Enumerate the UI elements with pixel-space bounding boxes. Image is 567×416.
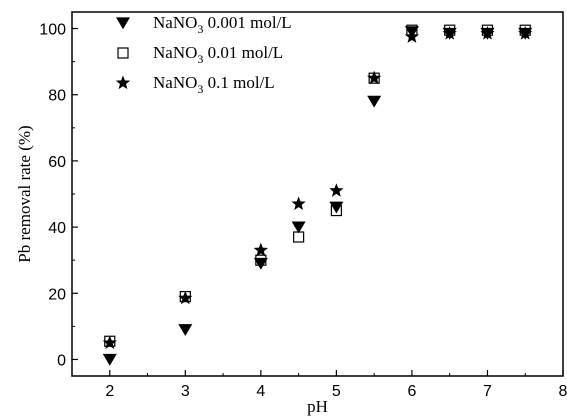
legend-label: NaNO3 0.1 mol/L <box>153 73 275 96</box>
plot-frame <box>71 11 564 377</box>
legend-item: NaNO3 0.1 mol/L <box>115 73 275 96</box>
x-tick-label: 3 <box>181 383 190 400</box>
data-point <box>102 335 117 349</box>
data-point <box>291 196 306 210</box>
plot-border <box>71 11 564 377</box>
x-tick-label: 8 <box>559 383 567 400</box>
y-axis-label: Pb removal rate (%) <box>15 125 34 262</box>
x-axis-label: pH <box>307 397 328 416</box>
data-point <box>291 221 306 234</box>
legend: NaNO3 0.001 mol/L NaNO3 0.01 mol/L NaNO3 0… <box>115 13 292 96</box>
data-point <box>253 257 268 270</box>
legend-item: NaNO3 0.001 mol/L <box>116 13 292 36</box>
y-tick-label: 100 <box>39 22 66 39</box>
data-point <box>102 353 117 366</box>
data-point <box>178 324 193 336</box>
y-tick-label: 40 <box>48 220 66 237</box>
legend-marker <box>115 75 131 90</box>
legend-item: NaNO3 0.01 mol/L <box>117 43 283 66</box>
legend-label: NaNO3 0.001 mol/L <box>153 13 292 36</box>
y-tick-label: 0 <box>57 352 66 369</box>
y-tick-label: 80 <box>48 88 66 105</box>
data-point <box>253 242 268 257</box>
data-point <box>367 70 382 85</box>
legend-marker <box>116 17 130 30</box>
x-tick-label: 2 <box>105 383 114 400</box>
data-point <box>293 231 305 243</box>
data-point <box>518 26 533 40</box>
legend-marker <box>117 47 129 59</box>
x-tick-label: 5 <box>332 383 341 400</box>
x-tick-label: 7 <box>483 383 492 400</box>
data-point <box>404 29 420 43</box>
y-tick-label: 20 <box>48 286 66 303</box>
legend-label: NaNO3 0.01 mol/L <box>153 43 283 66</box>
data-point <box>329 201 344 214</box>
data-point <box>178 290 193 305</box>
data-point <box>329 183 344 197</box>
data-marks <box>102 24 533 366</box>
y-tick-label: 60 <box>48 154 66 171</box>
x-tick-label: 4 <box>256 383 265 400</box>
data-point <box>442 26 457 40</box>
data-point <box>480 26 495 40</box>
data-point <box>367 95 382 108</box>
x-tick-label: 6 <box>407 383 416 400</box>
series-3 <box>102 26 533 349</box>
